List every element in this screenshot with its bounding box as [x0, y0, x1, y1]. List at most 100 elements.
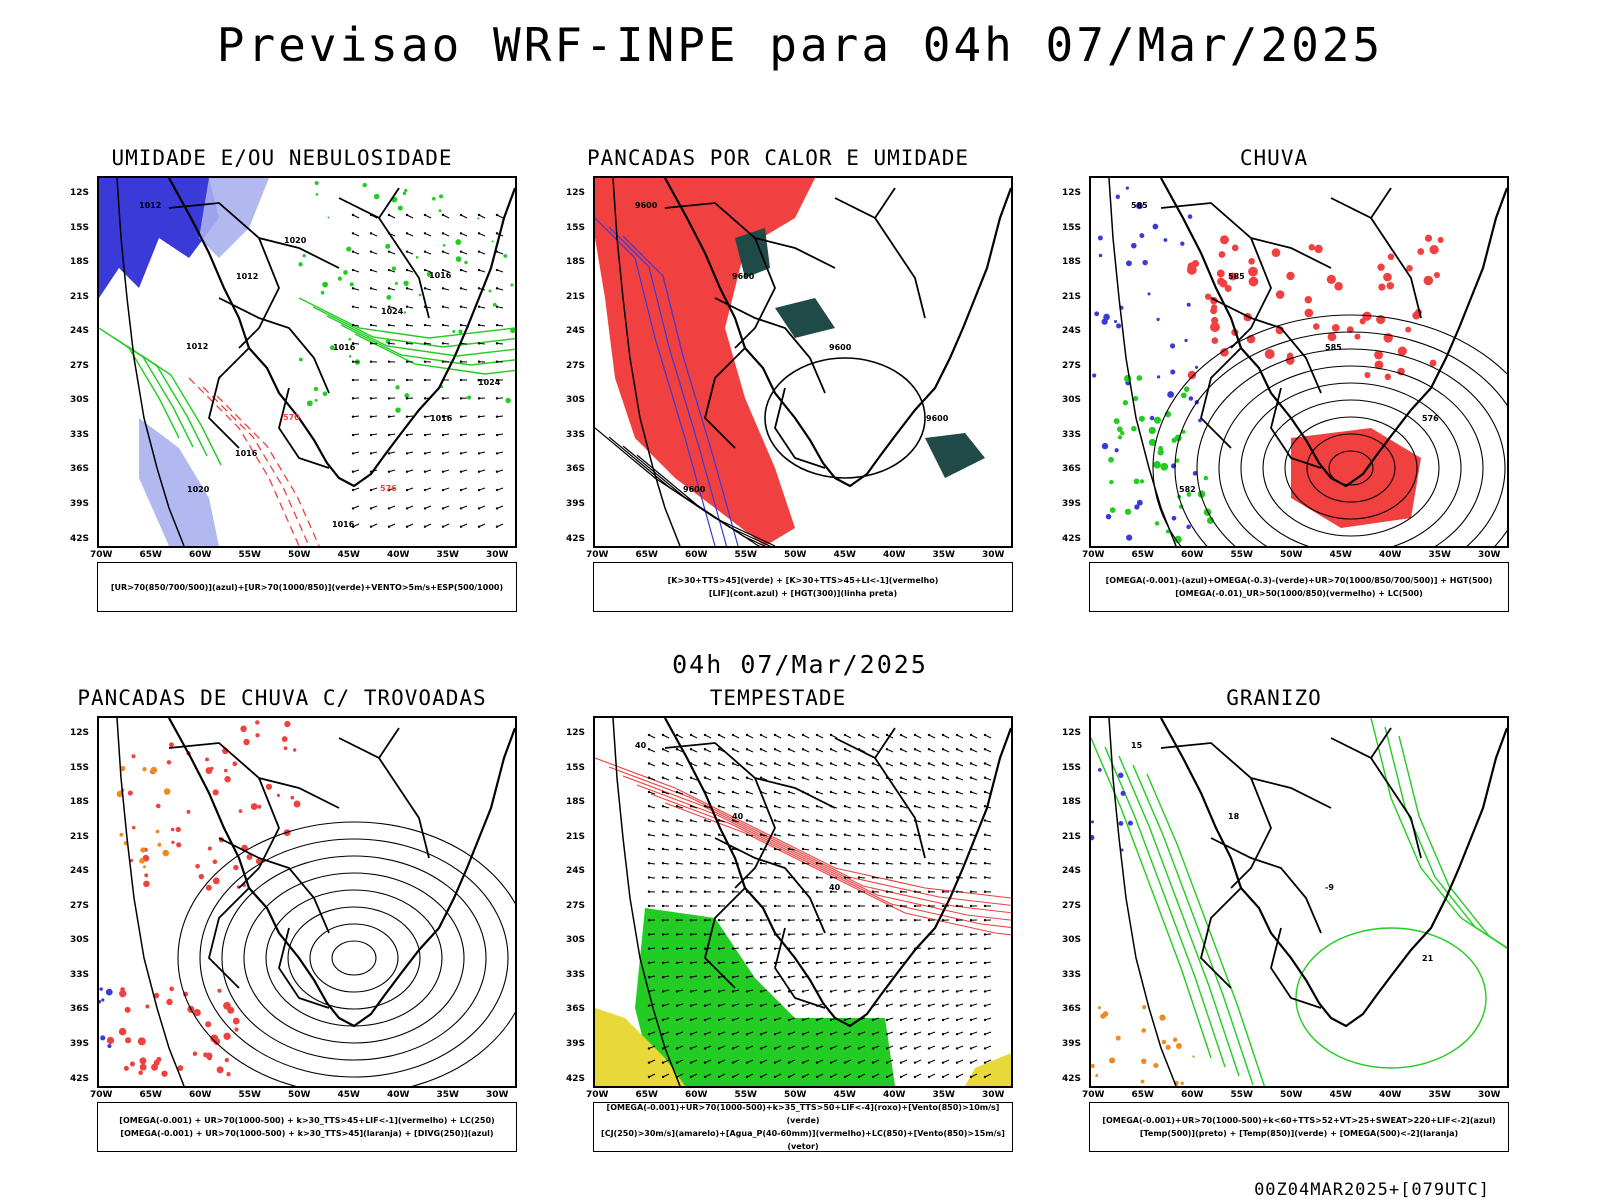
wind-vector: [441, 470, 445, 473]
wind-vector: [871, 748, 875, 751]
omega-500-orange-area: [1153, 1062, 1159, 1069]
thunder-red-area: [161, 1070, 168, 1077]
wind-vector: [843, 805, 847, 808]
wind-vector: [351, 323, 355, 327]
wind-vector: [477, 488, 481, 492]
contour-value-label: 585: [1131, 201, 1148, 210]
rain-omega-blue-area: [1186, 524, 1191, 530]
contour-value-label: 570: [283, 413, 300, 422]
green-humidity-contour: [477, 217, 480, 220]
wind-vector: [927, 776, 931, 779]
rain-omega-blue-area: [1184, 338, 1188, 343]
wind-vector: [899, 961, 903, 965]
wind-vector: [703, 990, 707, 993]
thunder-orange-area: [157, 842, 162, 847]
wind-vector: [441, 507, 445, 510]
wind-vector: [703, 819, 707, 822]
latitude-label: 36S: [1062, 464, 1082, 474]
wind-vector: [423, 250, 427, 253]
state-border: [1230, 237, 1272, 349]
wind-vector: [815, 833, 819, 836]
rain-red-area: [1334, 282, 1343, 291]
wind-vector: [913, 933, 917, 936]
wind-vector: [759, 990, 763, 993]
thunder-red-area: [212, 859, 218, 865]
wind-vector: [477, 268, 481, 272]
wind-vector: [495, 360, 499, 363]
omega-500-orange-area: [1159, 1014, 1166, 1021]
state-border: [238, 237, 280, 349]
wind-vector: [661, 762, 665, 765]
longitude-label: 35W: [1428, 550, 1451, 560]
wind-vector: [787, 833, 791, 836]
wind-vector: [927, 862, 931, 865]
wind-vector: [689, 790, 693, 794]
wind-vector: [675, 805, 679, 808]
longitude-label: 55W: [1230, 1090, 1253, 1100]
wind-vector: [899, 1018, 903, 1022]
wind-vector: [675, 862, 679, 865]
green-humidity-contour: [314, 398, 318, 402]
green-humidity-contour: [395, 407, 401, 413]
geopotential-height-contour: [636, 454, 761, 546]
latitude-label: 36S: [1062, 1004, 1082, 1014]
state-border: [238, 777, 280, 889]
wind-vector: [843, 762, 847, 765]
wind-vector: [717, 933, 721, 936]
wind-vector: [955, 790, 959, 794]
wind-vector: [477, 378, 481, 382]
omega-500-orange-area: [1142, 1005, 1147, 1010]
wind-vector: [773, 847, 777, 851]
geopotential-height-contour: [1284, 416, 1418, 520]
wind-vector: [857, 947, 861, 950]
wind-vector: [351, 415, 355, 418]
rain-omega-green-area: [1131, 425, 1137, 432]
wind-vector: [829, 876, 833, 879]
wind-vector: [885, 833, 889, 836]
omega-500-orange-area: [1192, 1055, 1195, 1058]
wind-vector: [675, 819, 679, 822]
rain-omega-green-area: [1116, 426, 1123, 433]
thunder-red-area: [223, 1001, 231, 1010]
longitude-label: 30W: [486, 1090, 509, 1100]
wind-vector: [441, 342, 445, 345]
wind-vector: [913, 748, 917, 751]
thunder-red-area: [224, 768, 228, 773]
wind-vector: [731, 876, 735, 879]
state-border: [208, 887, 250, 989]
panel-title: UMIDADE E/OU NEBULOSIDADE: [111, 146, 453, 170]
rain-omega-green-area: [1136, 375, 1143, 381]
wind-vector: [731, 762, 735, 765]
wind-vector: [477, 213, 481, 217]
wind-vector: [675, 1032, 679, 1036]
wind-vector: [787, 1075, 791, 1079]
wind-vector: [717, 1032, 721, 1036]
wind-vector: [647, 1061, 651, 1064]
wind-vector: [647, 919, 651, 922]
wind-vector: [801, 1047, 805, 1050]
rain-red-area: [1248, 257, 1255, 265]
wind-vector: [731, 976, 735, 979]
wind-vector: [871, 947, 875, 950]
panel-legend: [OMEGA(-0.001)-(azul)+OMEGA(-0.3)-(verde…: [1089, 562, 1509, 612]
hail-panel: GRANIZO 12S 15S 18S 21S 24S 27S 30S 33S 36S 39S 42S…: [1044, 686, 1509, 1160]
wind-vector: [647, 976, 651, 979]
state-border: [1160, 742, 1332, 809]
latitude-label: 12S: [566, 728, 586, 738]
rain-red-area: [1424, 234, 1433, 242]
wind-vector: [885, 961, 889, 965]
divergence-blue-area: [107, 1043, 112, 1049]
rain-red-area: [1211, 316, 1219, 325]
wind-vector: [405, 360, 409, 363]
wind-vector: [423, 323, 427, 327]
wind-vector: [969, 833, 973, 836]
thunder-red-area: [234, 1027, 239, 1032]
wind-vector: [899, 847, 903, 851]
rain-red-area: [1286, 271, 1295, 281]
state-border: [338, 197, 430, 319]
wind-vector: [843, 862, 847, 865]
rain-red-area: [1204, 293, 1212, 300]
thunder-red-area: [210, 766, 214, 770]
wind-vector: [871, 990, 875, 993]
wind-vector: [731, 947, 735, 950]
